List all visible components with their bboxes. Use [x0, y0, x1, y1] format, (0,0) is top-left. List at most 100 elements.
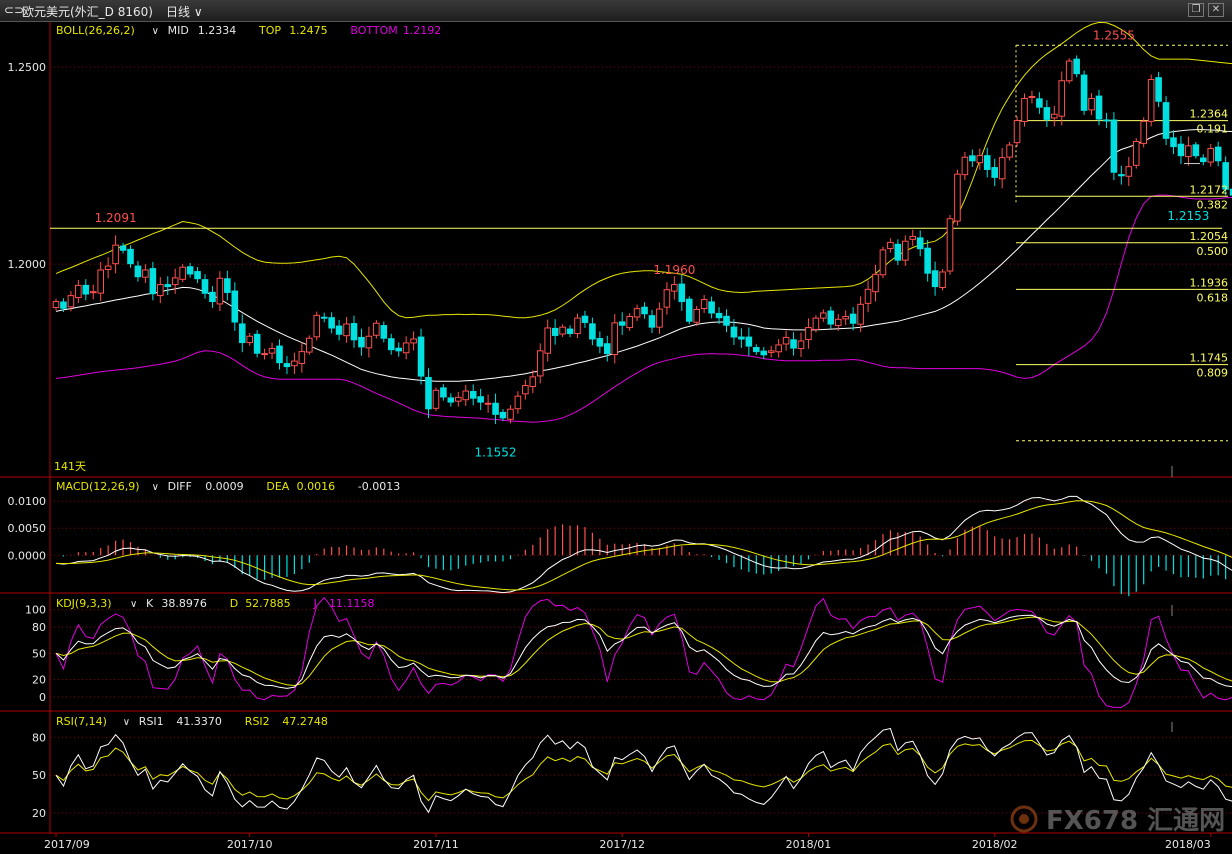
- candle-up[interactable]: [1051, 113, 1058, 119]
- candle-up[interactable]: [313, 314, 321, 338]
- candle-up[interactable]: [462, 390, 470, 401]
- candle-up[interactable]: [268, 347, 276, 354]
- candle-up[interactable]: [67, 295, 75, 308]
- candle-up[interactable]: [961, 156, 969, 176]
- candle-up[interactable]: [1021, 97, 1028, 123]
- candle-up[interactable]: [1028, 96, 1036, 99]
- candle-down[interactable]: [589, 323, 596, 340]
- candle-down[interactable]: [1177, 143, 1185, 157]
- candle-up[interactable]: [75, 284, 82, 299]
- candle-down[interactable]: [1214, 146, 1222, 162]
- candle-down[interactable]: [1036, 98, 1043, 108]
- close-icon[interactable]: ✕: [1208, 3, 1224, 17]
- candle-down[interactable]: [127, 248, 134, 265]
- candle-up[interactable]: [633, 308, 641, 318]
- candle-up[interactable]: [842, 316, 850, 320]
- candle-down[interactable]: [395, 347, 402, 352]
- candle-up[interactable]: [52, 301, 60, 308]
- candle-up[interactable]: [909, 235, 917, 240]
- candle-up[interactable]: [879, 249, 887, 276]
- candle-down[interactable]: [417, 336, 425, 377]
- candle-up[interactable]: [373, 322, 380, 336]
- candle-up[interactable]: [1065, 60, 1073, 82]
- candle-up[interactable]: [246, 335, 253, 344]
- candle-down[interactable]: [387, 338, 395, 351]
- period-selector[interactable]: 日线 ∨: [166, 3, 203, 20]
- candle-down[interactable]: [335, 325, 343, 335]
- candle-down[interactable]: [1155, 77, 1162, 102]
- candle-up[interactable]: [671, 284, 678, 292]
- candle-up[interactable]: [1088, 97, 1095, 111]
- candle-up[interactable]: [365, 335, 373, 349]
- candle-up[interactable]: [529, 376, 537, 387]
- candle-down[interactable]: [566, 328, 574, 334]
- candle-up[interactable]: [700, 299, 708, 309]
- candle-down[interactable]: [715, 312, 723, 319]
- candle-down[interactable]: [1073, 58, 1080, 75]
- candle-down[interactable]: [604, 343, 611, 355]
- candle-down[interactable]: [134, 265, 142, 278]
- restore-icon[interactable]: ❐: [1188, 3, 1204, 17]
- candle-up[interactable]: [1006, 144, 1013, 158]
- candle-down[interactable]: [745, 336, 753, 347]
- candle-up[interactable]: [514, 395, 522, 410]
- candle-down[interactable]: [186, 266, 194, 275]
- candle-down[interactable]: [380, 325, 388, 339]
- candle-down[interactable]: [209, 291, 216, 303]
- candle-down[interactable]: [894, 243, 902, 261]
- rsi-panel[interactable]: [55, 727, 1232, 814]
- candle-down[interactable]: [618, 321, 626, 326]
- macd-panel[interactable]: [55, 495, 1232, 616]
- candle-down[interactable]: [350, 323, 358, 341]
- candle-down[interactable]: [730, 326, 738, 338]
- candle-up[interactable]: [797, 340, 805, 350]
- candle-up[interactable]: [343, 323, 350, 337]
- candle-up[interactable]: [112, 244, 119, 265]
- candle-up[interactable]: [544, 327, 552, 354]
- candle-down[interactable]: [320, 316, 328, 319]
- candle-up[interactable]: [522, 385, 529, 395]
- candle-up[interactable]: [1147, 79, 1155, 122]
- candle-up[interactable]: [767, 350, 775, 353]
- candle-down[interactable]: [641, 306, 648, 315]
- candle-down[interactable]: [253, 333, 261, 354]
- candle-up[interactable]: [298, 351, 306, 364]
- candle-down[interactable]: [60, 301, 67, 309]
- symbol-title[interactable]: 欧元美元(外汇_D 8160): [22, 5, 153, 19]
- candle-down[interactable]: [760, 350, 768, 356]
- candle-up[interactable]: [574, 317, 581, 334]
- candle-up[interactable]: [656, 308, 663, 328]
- candle-down[interactable]: [164, 284, 172, 288]
- candle-down[interactable]: [969, 155, 976, 162]
- candle-down[interactable]: [1080, 74, 1088, 111]
- candle-down[interactable]: [231, 290, 239, 323]
- candle-up[interactable]: [142, 269, 149, 278]
- candle-down[interactable]: [477, 396, 484, 403]
- candle-up[interactable]: [857, 303, 864, 325]
- candle-up[interactable]: [1132, 140, 1140, 166]
- candle-down[interactable]: [440, 387, 447, 398]
- candle-up[interactable]: [976, 155, 984, 164]
- candle-down[interactable]: [1095, 95, 1103, 120]
- candle-down[interactable]: [849, 313, 857, 324]
- candle-up[interactable]: [1207, 148, 1215, 163]
- candle-down[interactable]: [1103, 119, 1110, 122]
- price-panel[interactable]: [50, 22, 1232, 477]
- candle-up[interactable]: [432, 389, 440, 409]
- candle-up[interactable]: [1140, 120, 1148, 144]
- candle-up[interactable]: [507, 408, 514, 420]
- candle-up[interactable]: [887, 241, 894, 249]
- candle-down[interactable]: [1162, 102, 1170, 139]
- candle-up[interactable]: [306, 337, 313, 353]
- candle-down[interactable]: [790, 339, 797, 349]
- candle-up[interactable]: [1058, 80, 1066, 117]
- candle-down[interactable]: [149, 268, 157, 295]
- candle-up[interactable]: [261, 353, 268, 356]
- candle-down[interactable]: [983, 155, 991, 170]
- candle-down[interactable]: [1192, 144, 1200, 157]
- candle-down[interactable]: [328, 317, 335, 329]
- stock-chart[interactable]: 1.2500 1.2000 0.0100 0.0050 0.0000 100 80 50 20 0…: [0, 22, 1232, 854]
- candle-up[interactable]: [775, 344, 782, 353]
- candle-up[interactable]: [782, 336, 790, 345]
- candle-up[interactable]: [663, 289, 671, 308]
